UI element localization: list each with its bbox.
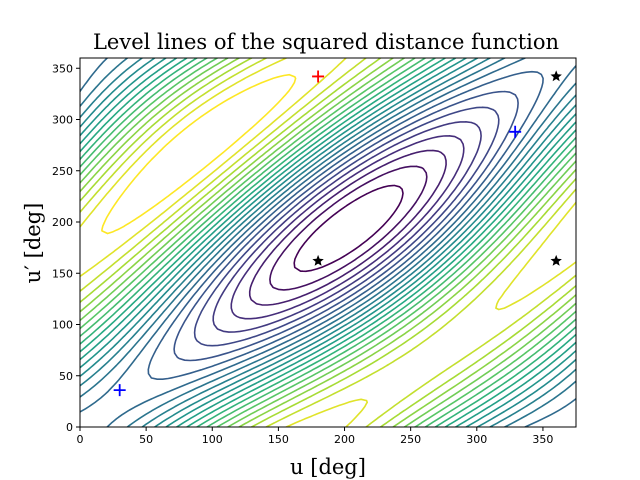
contour-level — [80, 58, 576, 427]
contour-level — [80, 58, 576, 427]
contour-level — [193, 106, 500, 347]
y-tick-label: 100 — [52, 319, 73, 332]
red-plus-marker — [312, 70, 325, 83]
y-axis-ticks: 0 50 100 150 200 250 300 350 — [52, 62, 80, 434]
contour-level — [80, 58, 576, 427]
star-marker — [312, 254, 324, 266]
x-tick-label: 350 — [532, 433, 553, 446]
x-tick-label: 250 — [400, 433, 421, 446]
contour-level — [293, 184, 404, 273]
contour-level — [80, 58, 576, 427]
y-axis-label: u′ [deg] — [21, 203, 45, 284]
x-tick-label: 100 — [202, 433, 223, 446]
contour-level — [230, 135, 465, 320]
contour-level — [147, 70, 544, 380]
markers-layer — [113, 70, 562, 397]
contour-level — [80, 58, 576, 427]
blue-plus-marker — [113, 384, 126, 397]
star-marker — [550, 70, 562, 82]
plot-frame — [79, 57, 577, 428]
contour-level — [80, 58, 576, 427]
blue-plus-marker — [509, 125, 522, 138]
y-tick-label: 150 — [52, 267, 73, 280]
y-tick-label: 50 — [59, 370, 73, 383]
x-tick-label: 300 — [466, 433, 487, 446]
contour-level — [80, 58, 576, 427]
contour-level — [80, 58, 576, 427]
star-marker — [550, 254, 562, 266]
contour-level — [212, 121, 482, 333]
contour-level — [80, 58, 576, 427]
x-tick-label: 50 — [139, 433, 153, 446]
contour-level — [248, 149, 447, 306]
y-tick-label: 350 — [52, 62, 73, 75]
contour-level — [80, 58, 576, 427]
x-axis-label: u [deg] — [290, 455, 366, 479]
x-tick-label: 200 — [334, 433, 355, 446]
x-tick-label: 0 — [77, 433, 84, 446]
x-tick-label: 150 — [268, 433, 289, 446]
y-tick-label: 250 — [52, 165, 73, 178]
y-tick-label: 0 — [66, 421, 73, 434]
contour-level — [173, 90, 519, 362]
contour-level — [269, 165, 428, 291]
chart-title: Level lines of the squared distance func… — [93, 30, 559, 54]
y-tick-label: 200 — [52, 216, 73, 229]
contour-level — [101, 73, 297, 235]
x-axis-ticks: 0 50 100 150 200 250 300 350 — [77, 427, 553, 446]
y-tick-label: 300 — [52, 114, 73, 127]
contour-lines — [80, 58, 576, 427]
contour-level — [80, 58, 576, 427]
